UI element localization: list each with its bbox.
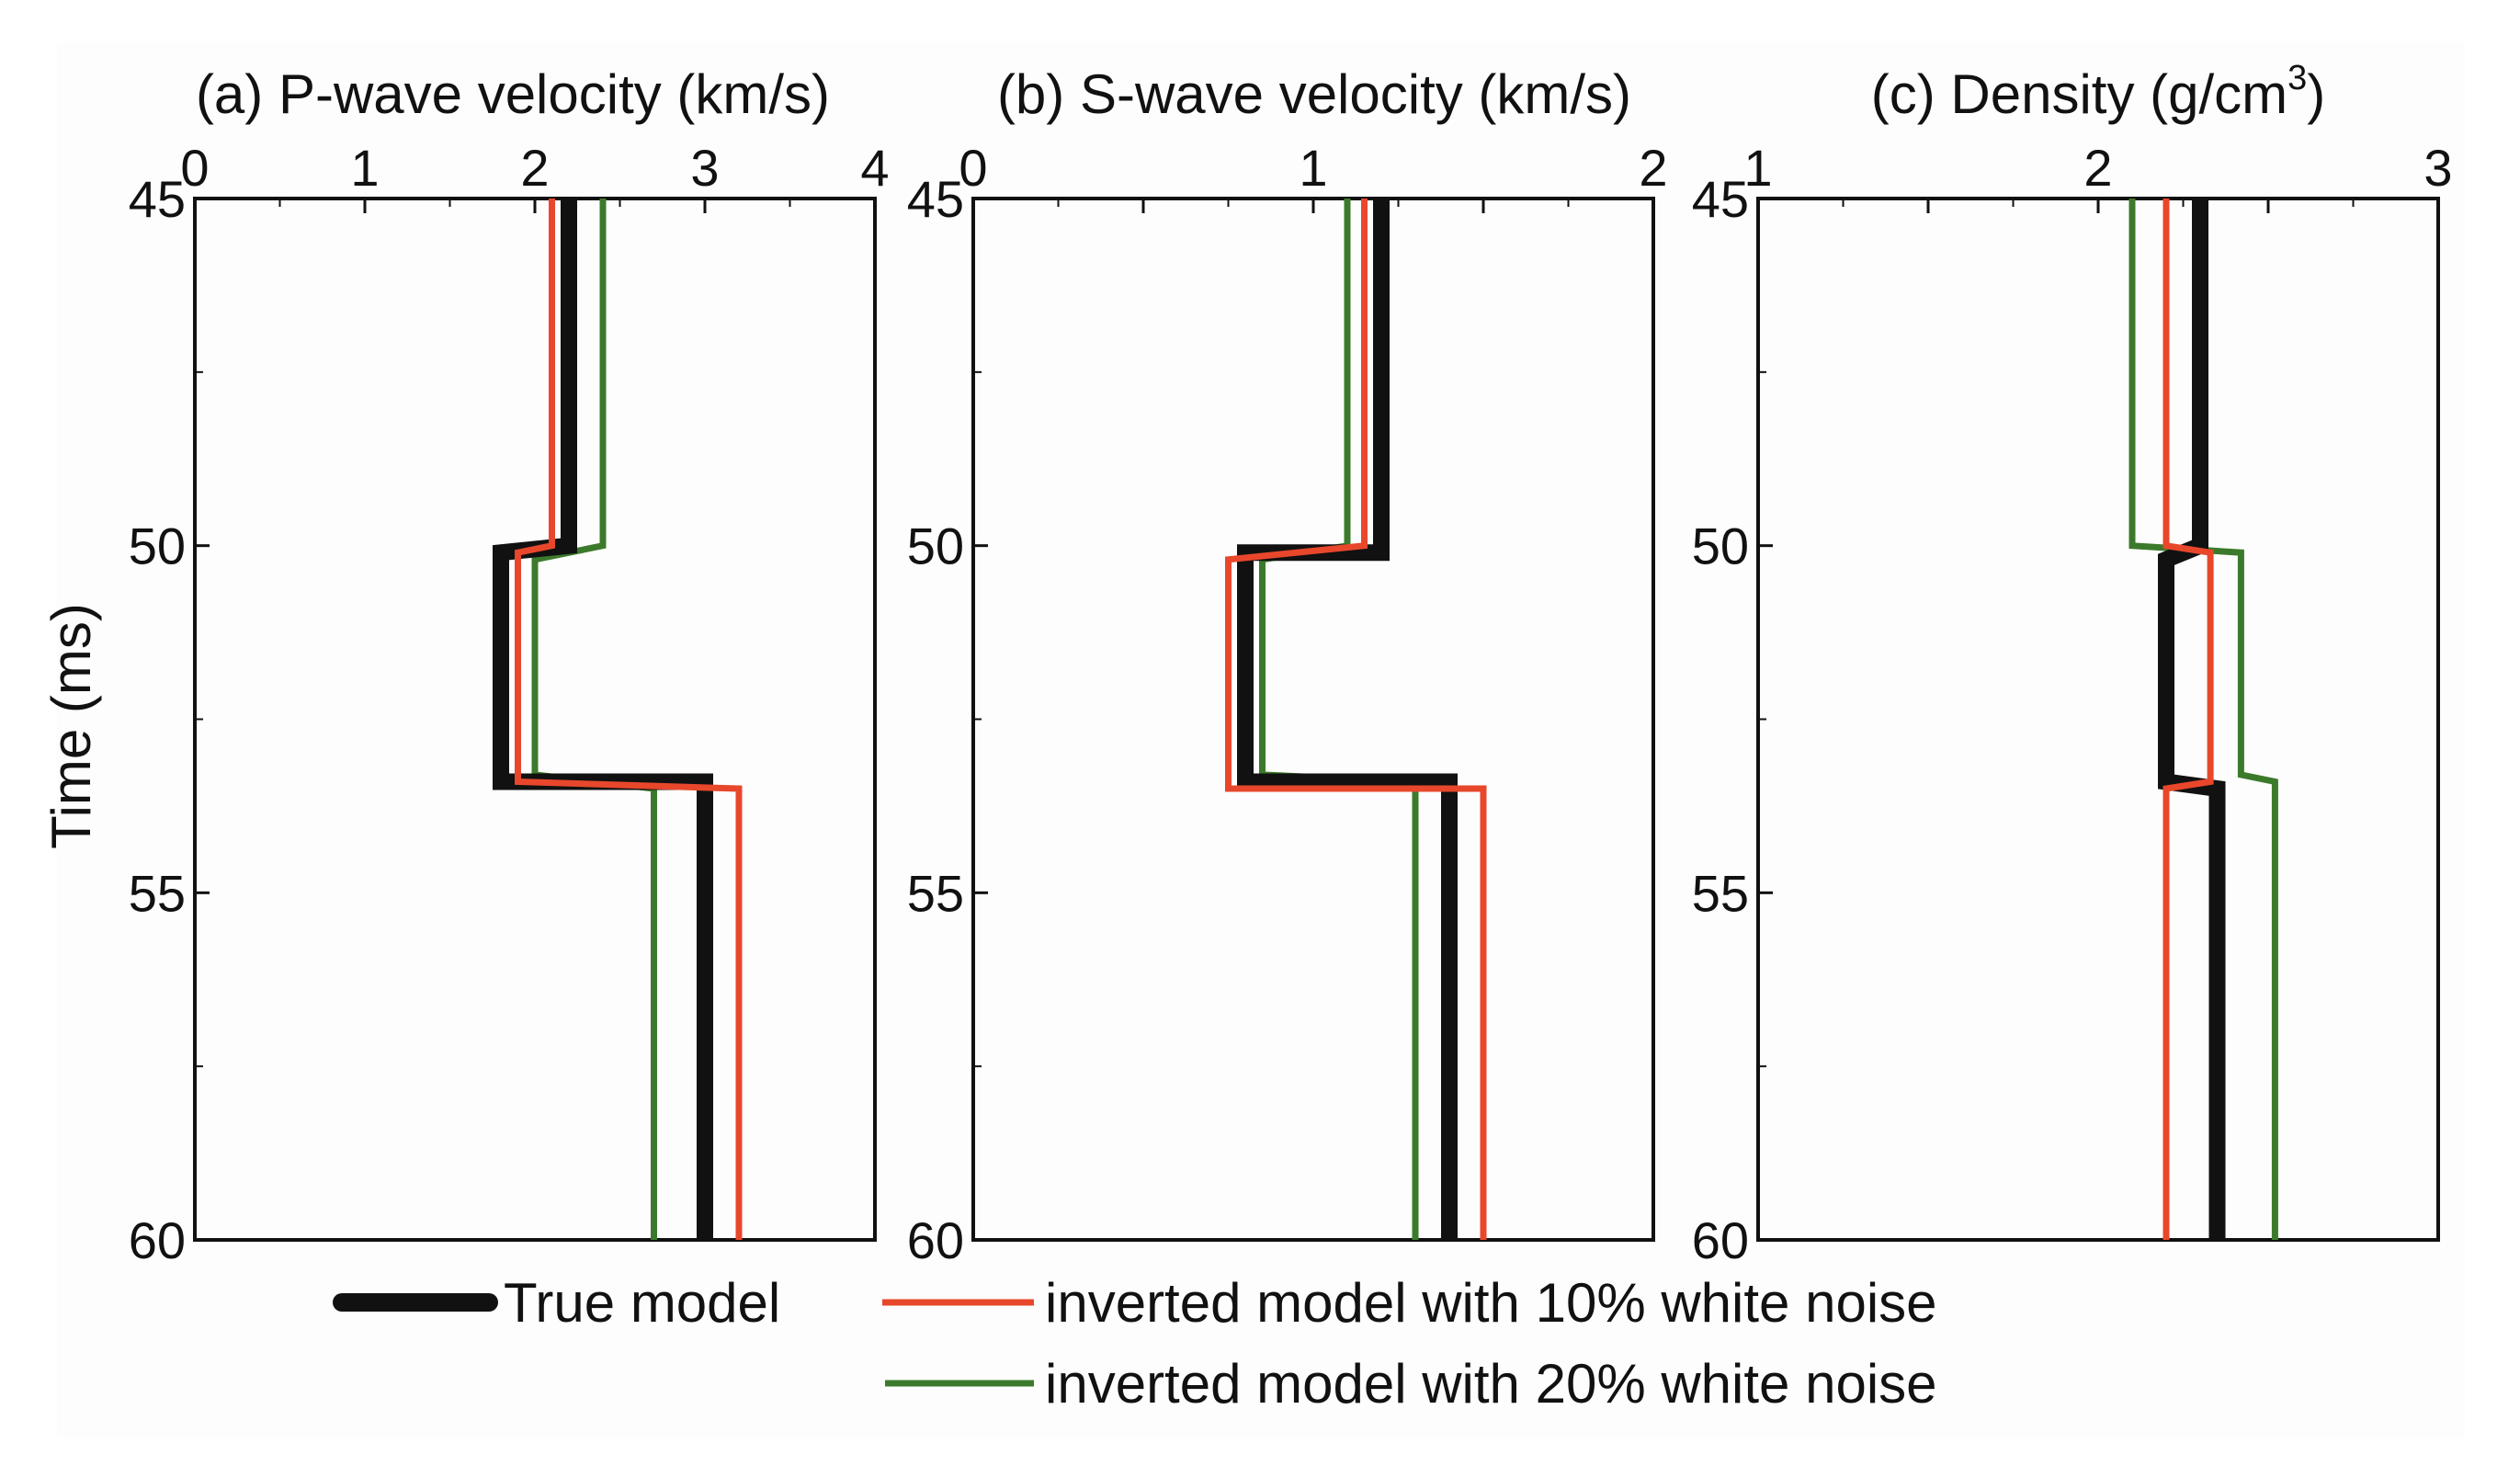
panel-a-ticks: 0 1 2 3 4 45 50 55 60 [129, 139, 890, 1269]
panel-c-ytick-label: 50 [1692, 517, 1749, 575]
panel-a-xtick-label: 3 [690, 139, 719, 197]
panel-a-ytick-label: 55 [129, 864, 186, 922]
panel-c-ytick-label: 60 [1692, 1211, 1749, 1269]
panel-a-xtick-label: 4 [860, 139, 889, 197]
panel-c-ytick-label: 45 [1692, 170, 1749, 228]
panel-b-ytick-label: 45 [907, 170, 964, 228]
panel-b-series-noise20 [1259, 199, 1419, 1240]
panel-a-series-noise10 [515, 199, 743, 1240]
panel-b-lines [1225, 199, 1487, 1240]
panel-b-ticks: 0 1 2 45 50 55 60 [907, 139, 1668, 1269]
panel-c-title: (c) Density (g/cm3) [1871, 59, 2326, 125]
panel-c: (c) Density (g/cm3) 1 2 3 45 50 55 60 [1692, 59, 2453, 1269]
panel-b-xtick-label: 0 [959, 139, 987, 197]
panel-b-series-true-model [1237, 199, 1458, 1240]
legend-label-true-model: True model [504, 1272, 780, 1334]
panel-c-xtick-label: 2 [2083, 139, 2112, 197]
panel-b-xtick-label: 1 [1299, 139, 1327, 197]
panel-a-ytick-label: 50 [129, 517, 186, 575]
panel-a-xtick-label: 0 [180, 139, 209, 197]
panel-a-lines [493, 199, 743, 1240]
panel-a-title: (a) P-wave velocity (km/s) [196, 63, 830, 125]
panel-c-series-noise10 [2162, 199, 2214, 1240]
panel-c-series-true-model [2158, 199, 2226, 1240]
legend: True model inverted model with 10% white… [333, 1272, 1937, 1415]
legend-label-noise10: inverted model with 10% white noise [1045, 1272, 1937, 1334]
panel-c-ticks: 1 2 3 45 50 55 60 [1692, 139, 2453, 1269]
legend-label-noise20: inverted model with 20% white noise [1045, 1353, 1937, 1415]
panel-b-title: (b) S-wave velocity (km/s) [997, 63, 1631, 125]
panel-c-ytick-label: 55 [1692, 864, 1749, 922]
panel-a: (a) P-wave velocity (km/s) 0 1 2 3 4 45 50 55 60 [129, 63, 890, 1269]
panel-c-lines [2128, 199, 2278, 1240]
panel-b-series-noise10 [1225, 199, 1487, 1240]
panel-c-series-noise20 [2128, 199, 2278, 1240]
panel-b-xtick-label: 2 [1639, 139, 1667, 197]
panel-b: (b) S-wave velocity (km/s) 0 1 2 45 50 55 60 [907, 63, 1668, 1269]
panel-b-ytick-label: 55 [907, 864, 964, 922]
panel-c-xtick-label: 1 [1743, 139, 1772, 197]
y-axis-label: Time (ms) [40, 603, 102, 849]
panel-a-xtick-label: 1 [350, 139, 379, 197]
panel-a-series-noise20 [531, 199, 657, 1240]
panel-a-ytick-label: 60 [129, 1211, 186, 1269]
panel-b-ytick-label: 60 [907, 1211, 964, 1269]
panel-b-ytick-label: 50 [907, 517, 964, 575]
panel-a-series-true-model [493, 199, 713, 1240]
panel-c-xtick-label: 3 [2424, 139, 2452, 197]
panel-a-xtick-label: 2 [520, 139, 549, 197]
panel-a-ytick-label: 45 [129, 170, 186, 228]
